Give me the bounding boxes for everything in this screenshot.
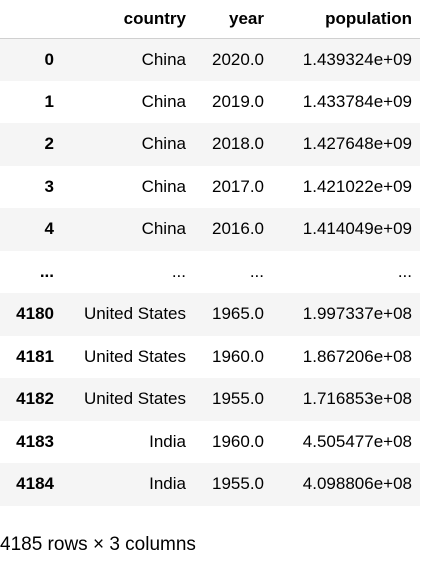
- row-index: 1: [44, 91, 54, 111]
- row-index: 4180: [16, 304, 54, 324]
- cell-country: United States: [83, 389, 186, 409]
- table-header: country year population: [0, 0, 420, 39]
- cell-population: 1.414049e+09: [302, 219, 412, 239]
- table-row: 4180 United States 1965.0 1.997337e+08: [0, 293, 420, 336]
- column-header-country: country: [62, 0, 194, 39]
- column-header-year: year: [194, 0, 272, 39]
- cell-country: China: [141, 49, 186, 69]
- dataframe-table: country year population 0 China 2020.0 1…: [0, 0, 420, 506]
- row-index: 4181: [16, 346, 54, 366]
- cell-population: 4.505477e+08: [302, 431, 412, 451]
- cell-population: 1.427648e+09: [302, 134, 412, 154]
- cell-population-ellipsis: ...: [397, 261, 412, 281]
- cell-population: 1.421022e+09: [302, 176, 412, 196]
- table-row: 3 China 2017.0 1.421022e+09: [0, 165, 420, 208]
- table-row: 0 China 2020.0 1.439324e+09: [0, 38, 420, 81]
- cell-year-ellipsis: ...: [249, 261, 264, 281]
- cell-country: China: [141, 91, 186, 111]
- cell-year: 2017.0: [212, 176, 264, 196]
- table-row: 4184 India 1955.0 4.098806e+08: [0, 463, 420, 506]
- cell-population: 1.997337e+08: [302, 304, 412, 324]
- cell-year: 2016.0: [212, 219, 264, 239]
- dataframe-shape-summary: 4185 rows × 3 columns: [0, 534, 196, 555]
- table-row: 4183 India 1960.0 4.505477e+08: [0, 420, 420, 463]
- row-index-ellipsis: ...: [39, 261, 54, 281]
- column-header-population: population: [272, 0, 420, 39]
- table-body: 0 China 2020.0 1.439324e+09 1 China 2019…: [0, 38, 420, 506]
- cell-country: China: [141, 134, 186, 154]
- cell-population: 1.439324e+09: [302, 49, 412, 69]
- cell-country: India: [149, 474, 186, 494]
- cell-country: United States: [83, 346, 186, 366]
- cell-population: 1.867206e+08: [302, 346, 412, 366]
- table-row: 4182 United States 1955.0 1.716853e+08: [0, 378, 420, 421]
- row-index: 3: [44, 176, 54, 196]
- cell-year: 1960.0: [212, 431, 264, 451]
- cell-population: 1.433784e+09: [302, 91, 412, 111]
- cell-country-ellipsis: ...: [171, 261, 186, 281]
- row-index: 4183: [16, 431, 54, 451]
- table-row: 4181 United States 1960.0 1.867206e+08: [0, 335, 420, 378]
- table-row: 2 China 2018.0 1.427648e+09: [0, 123, 420, 166]
- cell-year: 2019.0: [212, 91, 264, 111]
- row-index: 4182: [16, 389, 54, 409]
- cell-country: India: [149, 431, 186, 451]
- cell-year: 1965.0: [212, 304, 264, 324]
- cell-population: 4.098806e+08: [302, 474, 412, 494]
- row-index: 4184: [16, 474, 54, 494]
- row-index: 0: [44, 49, 54, 69]
- cell-country: China: [141, 219, 186, 239]
- cell-year: 2018.0: [212, 134, 264, 154]
- index-header: [0, 0, 62, 39]
- cell-year: 2020.0: [212, 49, 264, 69]
- table-row: 4 China 2016.0 1.414049e+09: [0, 208, 420, 251]
- row-index: 4: [44, 219, 54, 239]
- table-row: 1 China 2019.0 1.433784e+09: [0, 80, 420, 123]
- cell-population: 1.716853e+08: [302, 389, 412, 409]
- cell-year: 1955.0: [212, 389, 264, 409]
- ellipsis-row: ... ... ... ...: [0, 250, 420, 293]
- cell-year: 1960.0: [212, 346, 264, 366]
- cell-year: 1955.0: [212, 474, 264, 494]
- cell-country: United States: [83, 304, 186, 324]
- cell-country: China: [141, 176, 186, 196]
- header-row: country year population: [0, 0, 420, 39]
- row-index: 2: [44, 134, 54, 154]
